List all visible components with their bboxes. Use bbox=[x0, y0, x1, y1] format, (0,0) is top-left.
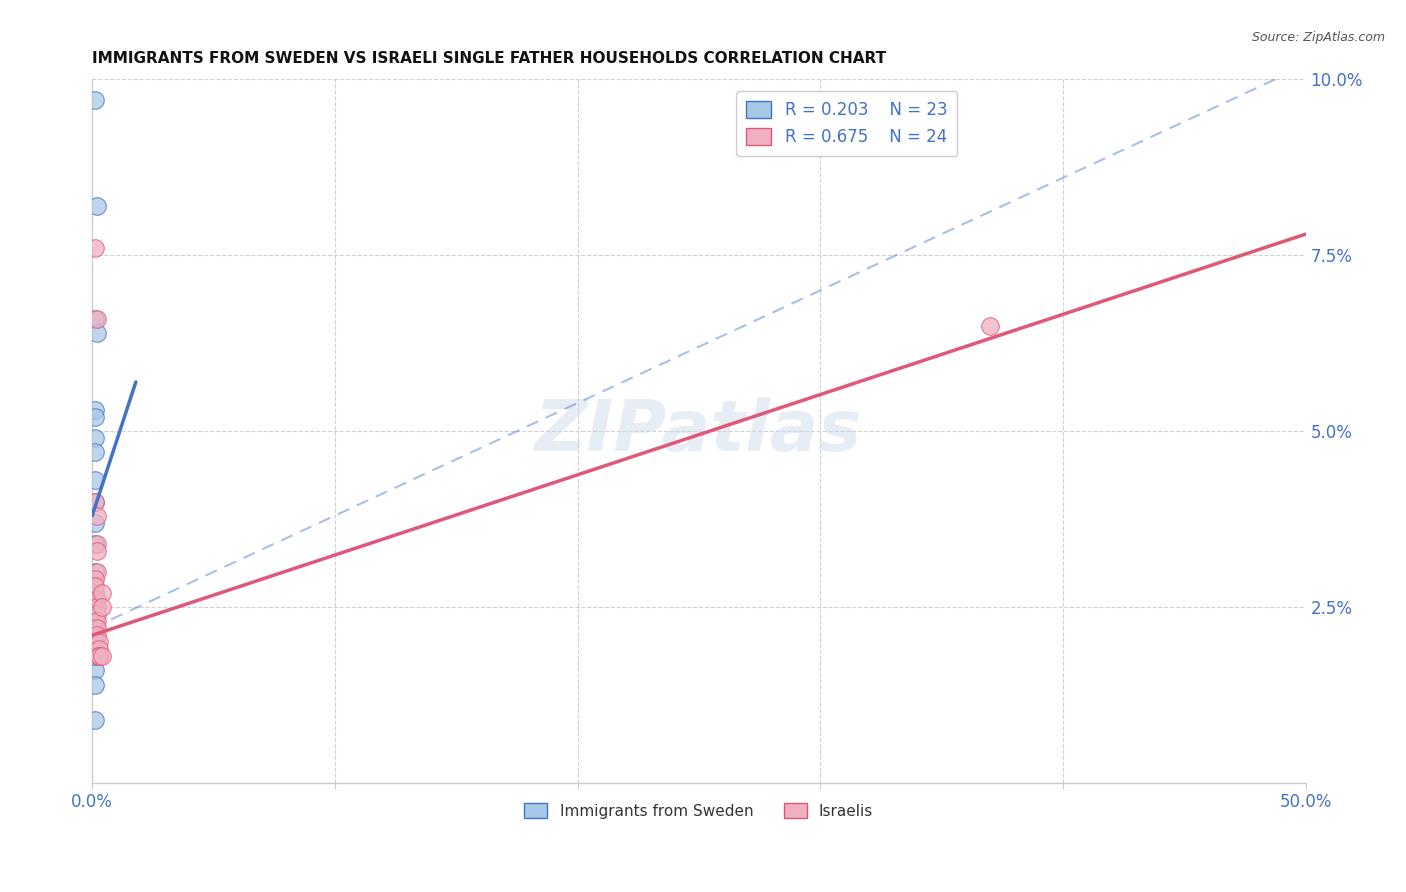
Point bbox=[89, 635, 111, 649]
Point bbox=[83, 516, 105, 530]
Point bbox=[86, 600, 108, 615]
Point bbox=[89, 649, 111, 664]
Point bbox=[86, 607, 108, 622]
Legend: Immigrants from Sweden, Israelis: Immigrants from Sweden, Israelis bbox=[519, 797, 879, 825]
Point bbox=[90, 600, 112, 615]
Point bbox=[83, 677, 105, 691]
Point bbox=[89, 649, 111, 664]
Point bbox=[89, 649, 111, 664]
Point bbox=[83, 565, 105, 579]
Point bbox=[979, 318, 1001, 333]
Point bbox=[83, 635, 105, 649]
Point bbox=[83, 431, 105, 445]
Point bbox=[83, 474, 105, 488]
Text: Source: ZipAtlas.com: Source: ZipAtlas.com bbox=[1251, 31, 1385, 45]
Point bbox=[83, 579, 105, 593]
Point bbox=[83, 664, 105, 678]
Point bbox=[83, 649, 105, 664]
Point bbox=[86, 199, 108, 213]
Point bbox=[86, 537, 108, 551]
Text: ZIPatlas: ZIPatlas bbox=[536, 397, 862, 466]
Point bbox=[90, 586, 112, 600]
Point bbox=[83, 410, 105, 425]
Point bbox=[86, 565, 108, 579]
Point bbox=[89, 642, 111, 657]
Point bbox=[86, 311, 108, 326]
Point bbox=[83, 614, 105, 628]
Point bbox=[83, 713, 105, 727]
Point bbox=[83, 403, 105, 417]
Point bbox=[86, 326, 108, 340]
Point bbox=[83, 621, 105, 635]
Point bbox=[90, 649, 112, 664]
Point bbox=[86, 544, 108, 558]
Point bbox=[83, 494, 105, 508]
Point bbox=[83, 494, 105, 508]
Point bbox=[86, 614, 108, 628]
Point bbox=[83, 537, 105, 551]
Point bbox=[83, 586, 105, 600]
Point bbox=[83, 649, 105, 664]
Point bbox=[86, 621, 108, 635]
Point bbox=[86, 628, 108, 642]
Point bbox=[83, 94, 105, 108]
Point bbox=[83, 445, 105, 459]
Point bbox=[83, 600, 105, 615]
Point bbox=[86, 508, 108, 523]
Point bbox=[83, 241, 105, 255]
Text: IMMIGRANTS FROM SWEDEN VS ISRAELI SINGLE FATHER HOUSEHOLDS CORRELATION CHART: IMMIGRANTS FROM SWEDEN VS ISRAELI SINGLE… bbox=[93, 51, 886, 66]
Point bbox=[83, 572, 105, 586]
Point bbox=[83, 311, 105, 326]
Point bbox=[86, 593, 108, 607]
